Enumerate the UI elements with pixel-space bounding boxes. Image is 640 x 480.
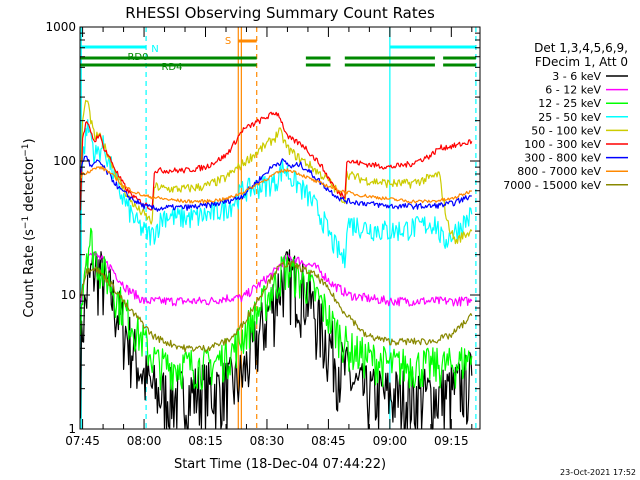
x-tick-label: 09:00	[373, 434, 408, 448]
chart-title: RHESSI Observing Summary Count Rates	[125, 4, 435, 22]
y-tick-label: 100	[53, 154, 76, 168]
plot-area: N S RD0 RD4 1 10 100 1000 07:45 08:00 08:15 08:30 08…	[45, 20, 481, 448]
y-axis-label: Count Rate (s−1 detector−1)	[21, 138, 37, 317]
legend-label-7000-15000-kev: 7000 - 15000 keV	[503, 179, 601, 192]
series-100-300-kev	[79, 111, 473, 211]
x-tick-label: 08:30	[250, 434, 285, 448]
legend-header-line-1: Det 1,3,4,5,6,9,	[534, 41, 628, 55]
legend-header-line-2: FDecim 1, Att 0	[535, 55, 628, 69]
legend-label-25-50-kev: 25 - 50 keV	[538, 111, 601, 124]
y-tick-label: 10	[61, 288, 76, 302]
x-axis-label: Start Time (18-Dec-04 07:44:22)	[174, 457, 386, 472]
y-tick-label: 1	[68, 422, 76, 436]
legend-label-6-12-kev: 6 - 12 keV	[545, 84, 601, 97]
x-tick-label: 07:45	[65, 434, 100, 448]
series-25-50-kev	[79, 119, 473, 269]
x-tick-label: 08:00	[127, 434, 162, 448]
series-7000-15000-kev	[79, 260, 473, 353]
legend-label-3-6-kev: 3 - 6 keV	[552, 70, 601, 83]
flag-label-s: S	[225, 36, 231, 47]
series-300-800-kev	[79, 155, 472, 212]
series-12-25-kev	[79, 227, 473, 391]
x-tick-label: 08:15	[188, 434, 223, 448]
flag-label-rd0: RD0	[127, 52, 148, 63]
plot-frame	[79, 26, 481, 430]
timestamp: 23-Oct-2021 17:52	[560, 468, 636, 477]
legend-label-300-800-kev: 300 - 800 keV	[524, 152, 601, 165]
legend-label-800-7000-kev: 800 - 7000 keV	[517, 165, 601, 178]
y-tick-label: 1000	[45, 20, 76, 34]
flag-label-rd4: RD4	[161, 62, 182, 73]
legend-label-100-300-kev: 100 - 300 keV	[524, 138, 601, 151]
x-tick-label: 09:15	[434, 434, 469, 448]
series-800-7000-kev	[80, 166, 473, 204]
legend: Det 1,3,4,5,6,9, FDecim 1, Att 0 3 - 6 k…	[503, 41, 628, 192]
legend-label-50-100-kev: 50 - 100 keV	[531, 124, 601, 137]
x-tick-label: 08:45	[311, 434, 346, 448]
series-6-12-kev	[79, 251, 473, 307]
flag-label-n: N	[151, 44, 158, 55]
legend-label-12-25-kev: 12 - 25 keV	[538, 97, 601, 110]
series-50-100-kev	[79, 99, 473, 245]
